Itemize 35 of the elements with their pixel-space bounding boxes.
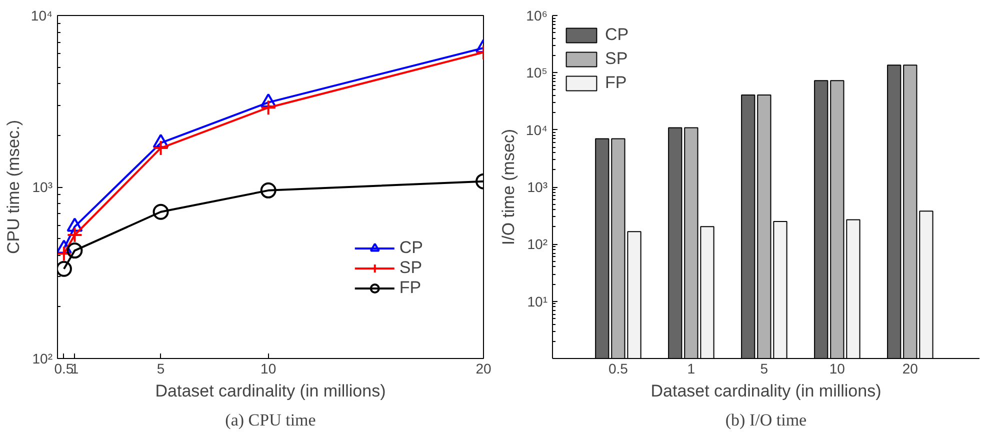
x-tick-label: 0.5 xyxy=(608,360,628,376)
point xyxy=(260,182,276,198)
point xyxy=(66,242,83,259)
y-tick-label: 10⁵ xyxy=(526,64,548,81)
legend-label: SP xyxy=(399,258,422,278)
y-tick-label: 10¹ xyxy=(527,293,548,310)
x-tick-label: 5 xyxy=(156,360,165,376)
point xyxy=(152,204,169,220)
x-tick-label: 5 xyxy=(760,360,768,376)
legend-label: CP xyxy=(399,238,423,258)
y-tick-label: 10² xyxy=(527,236,548,252)
x-tick-label: 20 xyxy=(902,360,918,376)
y-tick-label: 10⁴ xyxy=(30,8,53,24)
legend-label: FP xyxy=(605,73,627,93)
legend-label: CP xyxy=(605,25,629,45)
x-tick-label: 10 xyxy=(829,360,846,376)
x-axis-title: Dataset cardinality (in millions) xyxy=(650,382,882,400)
x-tick-label: 20 xyxy=(476,360,492,376)
y-tick-label: 10² xyxy=(32,350,53,366)
legend-label: SP xyxy=(605,49,628,69)
point xyxy=(152,140,169,156)
x-axis-title: Dataset cardinality (in millions) xyxy=(155,382,386,400)
y-axis-title: I/O time (msec) xyxy=(498,128,518,246)
x-tick-label: 10 xyxy=(260,360,276,376)
y-tick-label: 10⁴ xyxy=(526,122,548,138)
y-axis-title: CPU time (msec.) xyxy=(4,120,23,254)
x-tick-label: 1 xyxy=(687,360,696,376)
y-tick-label: 10⁶ xyxy=(526,8,548,24)
text: (a) CPU time xyxy=(225,410,316,430)
point xyxy=(260,100,276,116)
legend-label: FP xyxy=(399,278,422,298)
y-tick-label: 10³ xyxy=(527,179,548,195)
point xyxy=(66,226,83,243)
text: (b) I/O time xyxy=(725,410,807,430)
y-tick-label: 10³ xyxy=(32,179,53,195)
